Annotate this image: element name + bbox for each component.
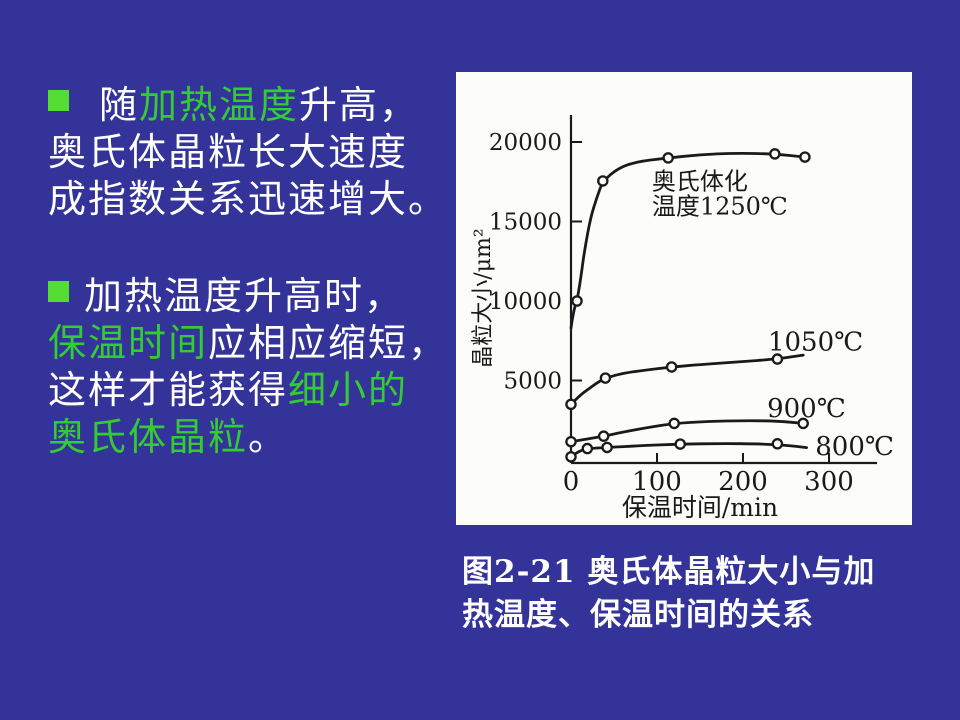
y-tick-label: 5000 bbox=[503, 369, 562, 395]
bullet-square-icon bbox=[48, 281, 69, 302]
data-point-800C bbox=[674, 438, 686, 450]
curve-label: 奥氏体化 bbox=[652, 168, 748, 196]
data-point-1250C bbox=[571, 295, 583, 307]
bullet-paragraph: 加热温度升高时， 保温时间应相应缩短， 这样才能获得细小的 奥氏体晶粒。 bbox=[48, 273, 478, 461]
data-point-1250C bbox=[662, 152, 674, 164]
x-tick-label: 200 bbox=[718, 467, 768, 497]
text-line: 保温时间应相应缩短， bbox=[48, 320, 478, 367]
x-tick-label: 100 bbox=[632, 467, 682, 497]
figure-caption-line: 图2-21 奥氏体晶粒大小与加 bbox=[462, 554, 876, 590]
series-curve-1050C bbox=[569, 353, 805, 406]
bullet-text-block: 随加热温度升高， 奥氏体晶粒长大速度 成指数关系迅速增大。加热温度升高时， 保温时间应… bbox=[48, 82, 478, 511]
data-point-1050C bbox=[599, 372, 612, 384]
data-point-1250C bbox=[769, 148, 781, 160]
text-segment-green: 保温时间 bbox=[48, 321, 209, 365]
text-segment-white: 奥氏体晶粒长大速度 bbox=[48, 130, 409, 174]
text-segment-green: 加热温度 bbox=[139, 83, 300, 127]
y-axis-title: 晶粒大小/μm² bbox=[471, 228, 496, 367]
text-segment-green: 奥氏体晶粒 bbox=[48, 415, 249, 459]
text-segment-white: 加热温度升高时， bbox=[84, 274, 405, 318]
text-segment-green: 细小的 bbox=[288, 368, 409, 412]
x-axis-title: 保温时间/min bbox=[622, 493, 778, 522]
y-tick-label: 20000 bbox=[489, 130, 562, 156]
figure-caption: 图2-21 奥氏体晶粒大小与加 热温度、保温时间的关系 bbox=[462, 551, 875, 637]
data-point-1250C bbox=[799, 151, 811, 163]
text-segment-white: 这样才能获得 bbox=[48, 368, 289, 412]
text-line: 奥氏体晶粒。 bbox=[48, 414, 478, 461]
text-line: 加热温度升高时， bbox=[48, 273, 478, 320]
figure-caption-line: 热温度、保温时间的关系 bbox=[462, 597, 814, 633]
data-point-800C bbox=[565, 451, 577, 463]
data-point-800C bbox=[771, 438, 784, 450]
chart-figure: 5000 10000 15000 20000 0 100 200 300 晶粒大小/μm² 保温时… bbox=[456, 72, 912, 525]
curve-label: 900℃ bbox=[767, 394, 846, 424]
data-point-1050C bbox=[771, 353, 784, 365]
text-segment-white: 随 bbox=[99, 83, 140, 127]
text-line: 奥氏体晶粒长大速度 bbox=[48, 129, 478, 176]
data-point-900C bbox=[668, 417, 680, 430]
bullet-square-icon bbox=[48, 90, 69, 111]
data-point-800C bbox=[601, 441, 613, 454]
text-segment-white: 。 bbox=[248, 415, 289, 459]
curve-label: 800℃ bbox=[815, 432, 894, 462]
x-tick-label: 300 bbox=[804, 467, 854, 497]
data-point-1050C bbox=[565, 398, 577, 411]
data-point-900C bbox=[565, 435, 577, 448]
text-line: 这样才能获得细小的 bbox=[48, 367, 478, 414]
text-line: 随加热温度升高， bbox=[48, 82, 478, 129]
x-tick-label: 0 bbox=[563, 467, 580, 497]
text-segment-white: 升高， bbox=[299, 83, 420, 127]
data-point-900C bbox=[797, 417, 809, 430]
curve-label: 温度1250℃ bbox=[652, 192, 788, 220]
text-line: 成指数关系迅速增大。 bbox=[48, 176, 478, 223]
y-tick-label: 10000 bbox=[489, 289, 562, 315]
text-segment-white: 应相应缩短， bbox=[208, 321, 449, 365]
data-point-1250C bbox=[597, 175, 609, 187]
grain-size-chart: 5000 10000 15000 20000 0 100 200 300 晶粒大小/μm² 保温时… bbox=[471, 115, 894, 522]
data-point-900C bbox=[597, 430, 610, 442]
data-point-800C bbox=[581, 442, 594, 455]
curve-label: 1050℃ bbox=[768, 327, 863, 357]
y-tick-label: 15000 bbox=[489, 210, 562, 236]
text-segment-white: 成指数关系迅速增大。 bbox=[48, 177, 449, 221]
bullet-paragraph: 随加热温度升高， 奥氏体晶粒长大速度 成指数关系迅速增大。 bbox=[48, 82, 478, 223]
data-point-1050C bbox=[665, 361, 678, 373]
